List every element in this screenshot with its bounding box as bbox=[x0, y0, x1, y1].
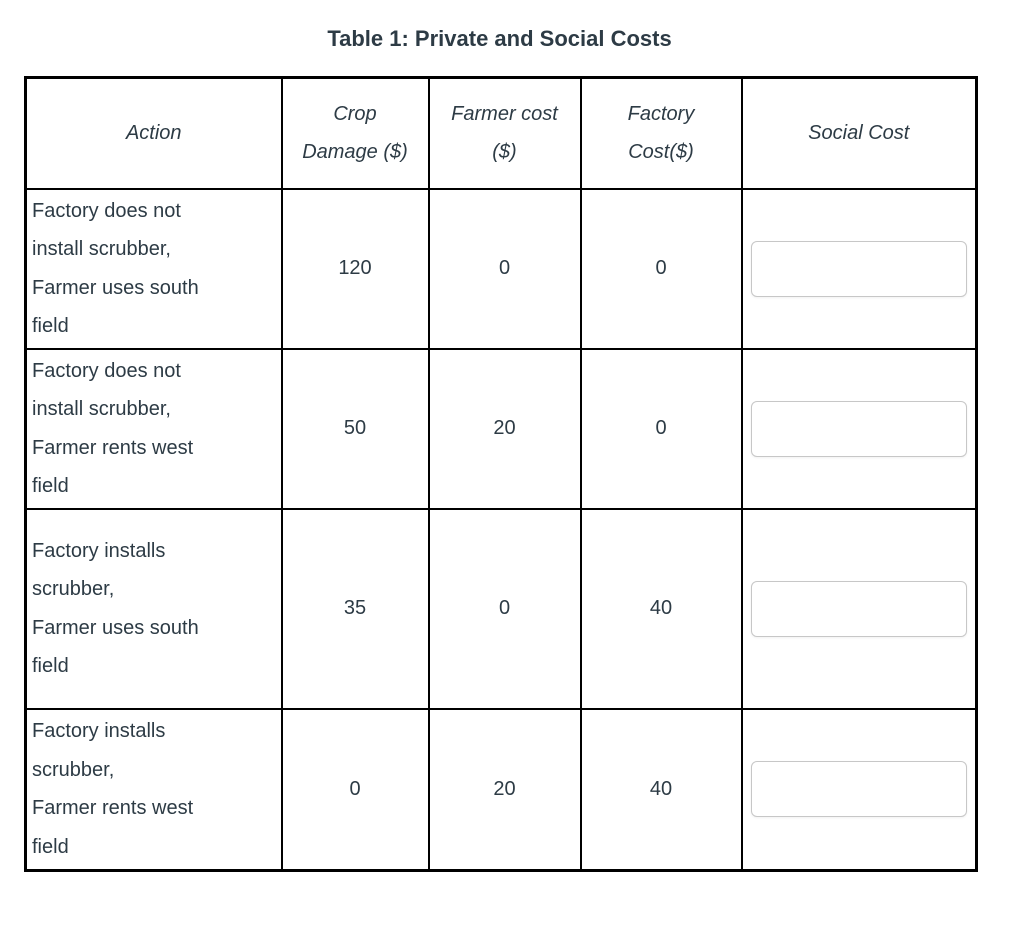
factory-cost-cell: 40 bbox=[579, 707, 743, 872]
farmer-cost-cell: 0 bbox=[427, 507, 582, 710]
table-row: Factory installs scrubber, Farmer uses sou… bbox=[24, 507, 978, 710]
column-header-crop-damage: Crop Damage ($) bbox=[280, 76, 430, 190]
costs-table: Action Crop Damage ($) Farmer cost ($) Factor… bbox=[24, 76, 978, 872]
social-cost-cell bbox=[740, 347, 978, 510]
social-cost-input[interactable] bbox=[750, 761, 967, 818]
table-row: Factory installs scrubber, Farmer rents we… bbox=[24, 707, 978, 872]
action-cell: Factory does not install scrubber, Farmer … bbox=[24, 187, 283, 350]
table-header: Action Crop Damage ($) Farmer cost ($) Factor… bbox=[24, 76, 978, 190]
action-cell: Factory installs scrubber, Farmer uses sou… bbox=[24, 507, 283, 710]
social-cost-cell bbox=[740, 187, 978, 350]
header-row: Action Crop Damage ($) Farmer cost ($) Factor… bbox=[24, 76, 978, 190]
social-cost-cell bbox=[740, 507, 978, 710]
action-cell: Factory installs scrubber, Farmer rents we… bbox=[24, 707, 283, 872]
action-cell: Factory does not install scrubber, Farmer … bbox=[24, 347, 283, 510]
farmer-cost-cell: 20 bbox=[427, 347, 582, 510]
crop-damage-cell: 120 bbox=[280, 187, 430, 350]
social-cost-cell bbox=[740, 707, 978, 872]
farmer-cost-cell: 20 bbox=[427, 707, 582, 872]
table-row: Factory does not install scrubber, Farmer … bbox=[24, 187, 978, 350]
farmer-cost-cell: 0 bbox=[427, 187, 582, 350]
crop-damage-cell: 0 bbox=[280, 707, 430, 872]
crop-damage-cell: 50 bbox=[280, 347, 430, 510]
table-body: Factory does not install scrubber, Farmer … bbox=[24, 187, 978, 872]
column-header-factory-cost: Factory Cost($) bbox=[579, 76, 743, 190]
column-header-action: Action bbox=[24, 76, 283, 190]
social-cost-input[interactable] bbox=[750, 580, 967, 637]
social-cost-input[interactable] bbox=[750, 240, 967, 297]
factory-cost-cell: 0 bbox=[579, 187, 743, 350]
factory-cost-cell: 0 bbox=[579, 347, 743, 510]
factory-cost-cell: 40 bbox=[579, 507, 743, 710]
social-cost-input[interactable] bbox=[750, 400, 967, 457]
table-row: Factory does not install scrubber, Farmer … bbox=[24, 347, 978, 510]
column-header-farmer-cost: Farmer cost ($) bbox=[427, 76, 582, 190]
crop-damage-cell: 35 bbox=[280, 507, 430, 710]
page-title: Table 1: Private and Social Costs bbox=[327, 26, 672, 51]
column-header-social-cost: Social Cost bbox=[740, 76, 978, 190]
